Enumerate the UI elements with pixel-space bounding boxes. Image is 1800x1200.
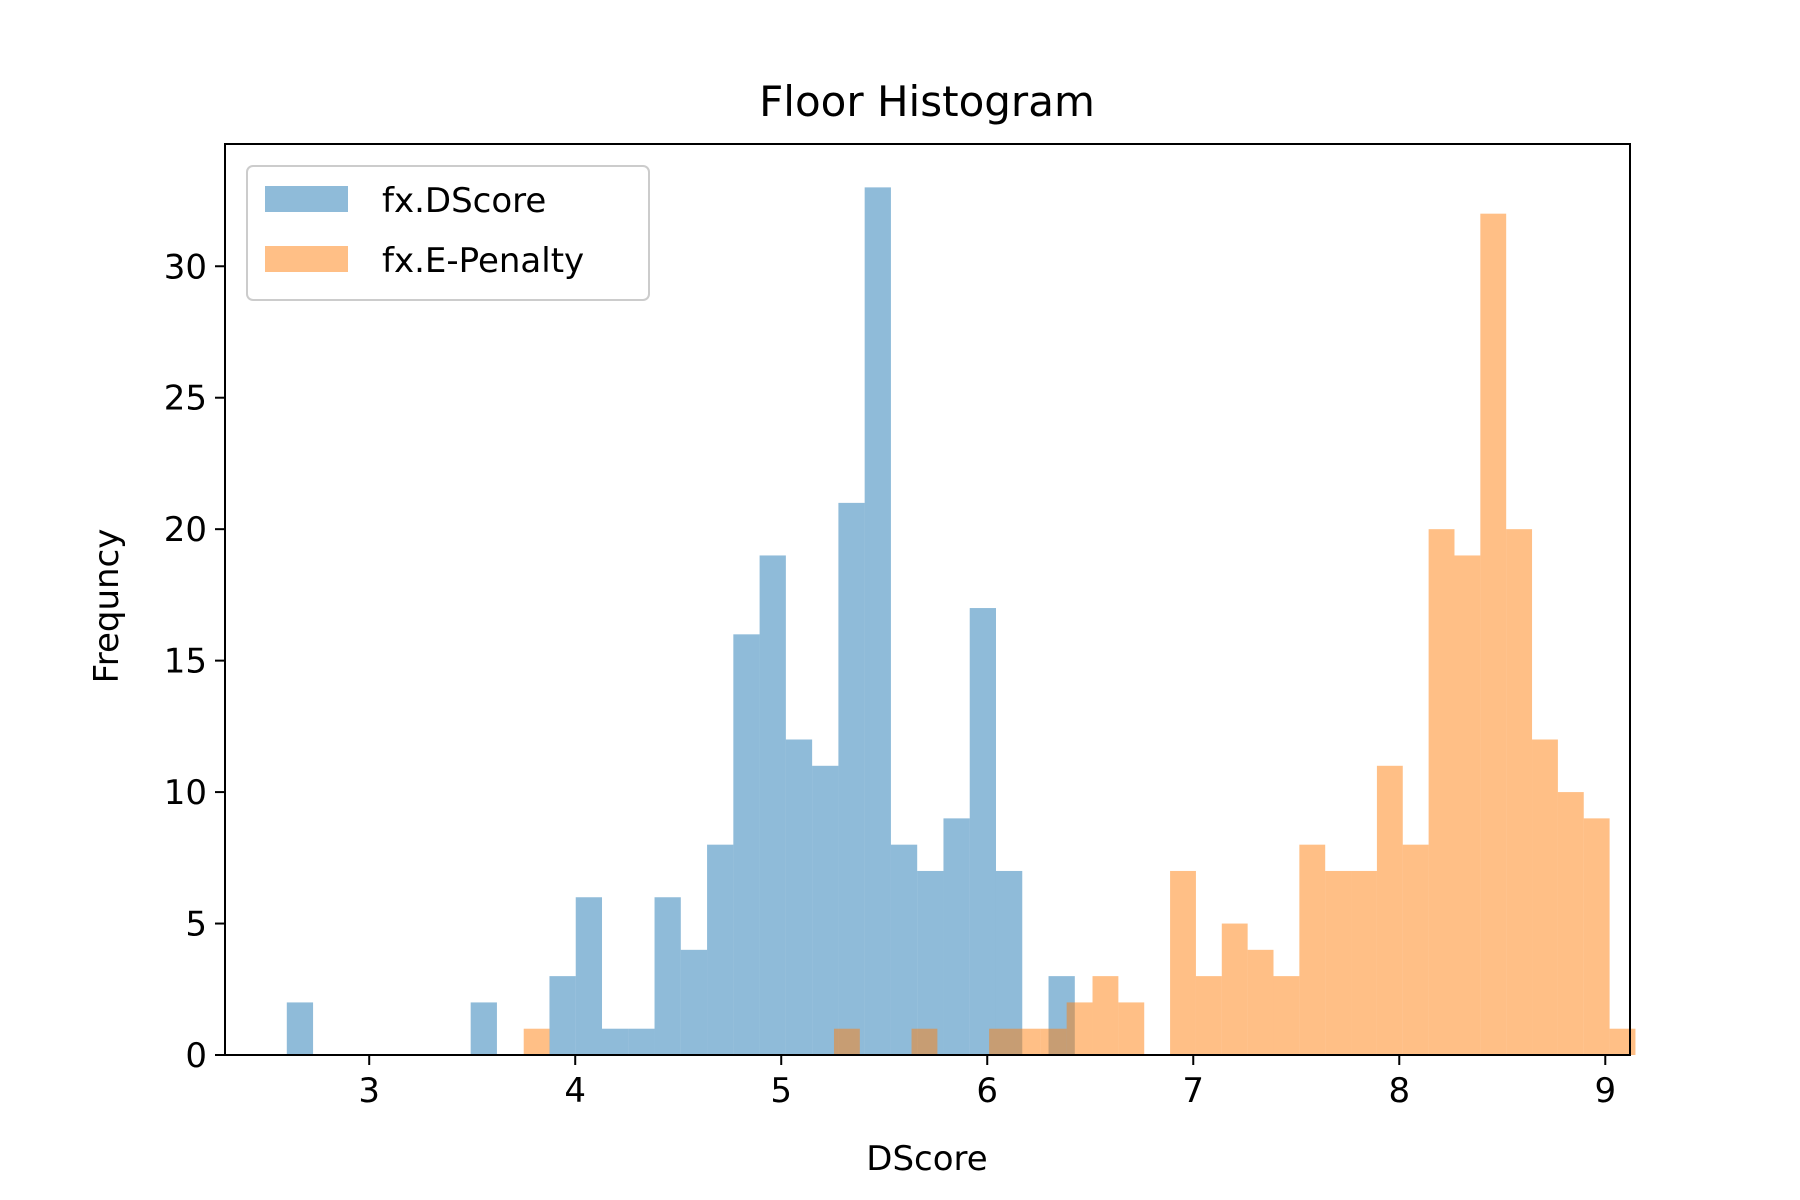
x-tick-label: 7	[1182, 1071, 1204, 1111]
y-tick-label: 10	[164, 773, 207, 813]
histogram-bar-series-0-bin-11	[575, 897, 603, 1055]
x-tick-label: 6	[976, 1071, 998, 1111]
histogram-bar-series-0-bin-15	[680, 949, 708, 1055]
histogram-bar-series-1-bin-29	[1273, 976, 1300, 1055]
histogram-bar-series-0-bin-20	[812, 765, 839, 1055]
histogram-bar-series-0-bin-14	[654, 897, 681, 1055]
histogram-bar-series-1-bin-12	[833, 1028, 860, 1055]
histogram-bar-series-0-bin-10	[549, 976, 576, 1055]
histogram-bar-series-1-bin-35	[1428, 529, 1455, 1055]
histogram-bar-series-1-bin-0	[523, 1028, 550, 1055]
histogram-bar-series-1-bin-22	[1092, 976, 1119, 1055]
bars-layer	[286, 187, 1636, 1056]
x-tick-label: 4	[564, 1071, 586, 1111]
histogram-bar-series-0-bin-17	[733, 634, 760, 1055]
histogram-bar-series-1-bin-36	[1454, 555, 1481, 1055]
histogram-bar-series-1-bin-34	[1402, 844, 1429, 1055]
x-tick-label: 3	[358, 1071, 380, 1111]
histogram-bar-series-1-bin-21	[1066, 1002, 1093, 1055]
histogram-bar-series-0-bin-26	[969, 608, 996, 1055]
y-tick-label: 30	[164, 247, 207, 287]
y-tick-label: 5	[185, 905, 207, 945]
histogram-bar-series-1-bin-32	[1351, 870, 1377, 1055]
histogram-bar-series-1-bin-33	[1376, 765, 1403, 1055]
histogram-bar-series-1-bin-41	[1583, 818, 1610, 1055]
histogram-bar-series-1-bin-25	[1170, 870, 1196, 1055]
histogram-bar-series-0-bin-25	[943, 818, 970, 1055]
legend: fx.DScore fx.E-Penalty	[246, 165, 650, 301]
histogram-bar-series-0-bin-19	[785, 739, 813, 1055]
legend-swatch-dscore	[265, 186, 348, 212]
histogram-bar-series-1-bin-20	[1040, 1028, 1067, 1055]
histogram-bar-series-0-bin-21	[838, 502, 865, 1055]
y-tick-label: 15	[164, 642, 207, 682]
histogram-bar-series-0-bin-0	[286, 1002, 314, 1055]
x-axis: 3 4 5 6 7 8 9	[358, 1055, 1616, 1111]
y-tick-label: 0	[185, 1036, 207, 1076]
histogram-bar-series-0-bin-16	[707, 844, 734, 1055]
histogram-bar-series-1-bin-37	[1480, 213, 1507, 1056]
y-tick-label: 20	[164, 510, 207, 550]
legend-swatch-e-penalty	[265, 246, 348, 272]
legend-label-e-penalty: fx.E-Penalty	[382, 241, 584, 281]
histogram-bar-series-0-bin-23	[890, 844, 918, 1055]
x-axis-label: DScore	[866, 1139, 987, 1179]
plot-frame	[224, 143, 1631, 1056]
histogram-bar-series-1-bin-39	[1532, 739, 1558, 1055]
x-tick-label: 5	[770, 1071, 792, 1111]
histogram-bar-series-1-bin-15	[911, 1028, 938, 1055]
x-tick-label: 8	[1388, 1071, 1410, 1111]
y-tick-label: 25	[164, 379, 207, 419]
histogram-bar-series-0-bin-13	[628, 1028, 655, 1055]
histogram-bar-series-1-bin-42	[1609, 1028, 1636, 1055]
histogram-bar-series-1-bin-18	[989, 1028, 1015, 1055]
histogram-bar-series-0-bin-18	[759, 555, 786, 1055]
histogram-bar-series-1-bin-40	[1557, 792, 1584, 1055]
histogram-bar-series-1-bin-19	[1014, 1028, 1041, 1055]
histogram-bar-series-0-bin-12	[602, 1028, 629, 1055]
legend-label-dscore: fx.DScore	[382, 181, 546, 221]
histogram-bar-series-0-bin-7	[470, 1002, 497, 1055]
histogram-bar-series-1-bin-27	[1221, 923, 1248, 1055]
histogram-bar-series-1-bin-38	[1506, 529, 1533, 1055]
histogram-bar-series-1-bin-23	[1118, 1002, 1145, 1055]
y-axis: 0 5 10 15 20 25 30	[164, 247, 225, 1076]
y-axis-label: Frequncy	[87, 529, 127, 684]
chart-title: Floor Histogram	[759, 77, 1095, 126]
histogram-bar-series-0-bin-24	[917, 870, 944, 1055]
histogram-bar-series-0-bin-27	[995, 870, 1023, 1055]
histogram-bar-series-1-bin-26	[1195, 976, 1222, 1055]
histogram-bar-series-1-bin-30	[1299, 844, 1326, 1055]
histogram-bar-series-1-bin-31	[1325, 870, 1352, 1055]
histogram-bar-series-1-bin-28	[1247, 949, 1274, 1055]
x-tick-label: 9	[1594, 1071, 1616, 1111]
histogram-bar-series-0-bin-22	[864, 187, 891, 1055]
